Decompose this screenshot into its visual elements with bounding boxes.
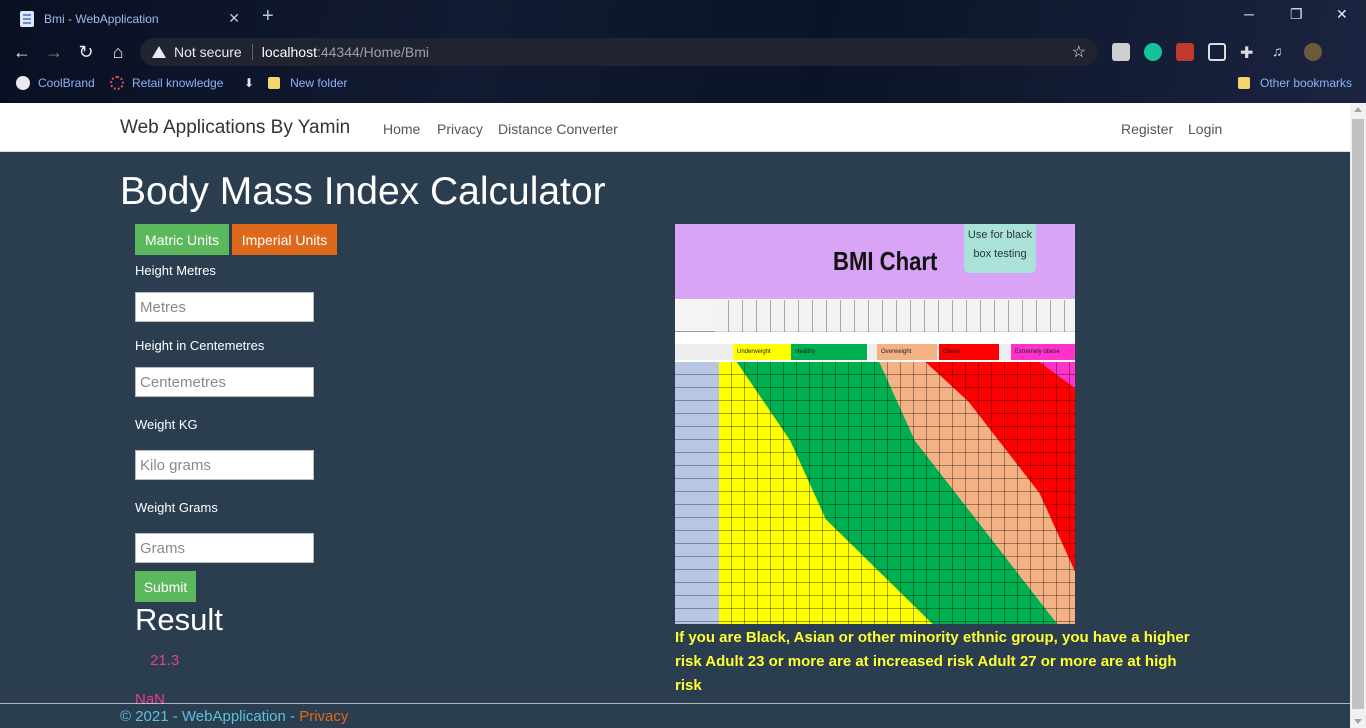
chart-note: Use for black box testing [964, 224, 1036, 273]
chart-gridlines [719, 362, 1075, 624]
book-extension-icon[interactable] [1176, 43, 1194, 61]
bookmark-label: New folder [290, 76, 348, 90]
tab-strip: Bmi - WebApplication ✕ + ─ ❐ ✕ [0, 0, 1366, 34]
gmail-extension-icon[interactable] [1112, 43, 1130, 61]
extensions-puzzle-icon[interactable]: ✚ [1240, 45, 1254, 62]
reload-icon[interactable]: ↻ [78, 42, 94, 62]
submit-button[interactable]: Submit [135, 571, 196, 602]
grammarly-extension-icon[interactable] [1144, 43, 1162, 61]
chart-table: Underweight Healthy Overweight Obese Ext… [675, 300, 1075, 624]
tab-title: Bmi - WebApplication [44, 11, 159, 26]
chart-body [675, 362, 1075, 624]
url-host: localhost [261, 44, 317, 60]
footer-privacy-link[interactable]: Privacy [299, 708, 349, 725]
page-title: Body Mass Index Calculator [120, 170, 606, 213]
bookmark-coolbrand[interactable]: CoolBrand [16, 76, 95, 90]
site-navbar: Web Applications By Yamin Home Privacy D… [0, 103, 1350, 152]
close-tab-icon[interactable]: ✕ [228, 10, 240, 26]
result-heading: Result [135, 602, 223, 637]
home-icon[interactable]: ⌂ [112, 42, 124, 62]
address-divider [251, 44, 253, 60]
bmi-result-value: 21.3 [150, 652, 180, 669]
category-row: Underweight Healthy Overweight Obese Ext… [675, 344, 1075, 360]
screenshot-extension-icon[interactable] [1208, 43, 1226, 61]
nav-login[interactable]: Login [1188, 121, 1223, 137]
browser-chrome: Bmi - WebApplication ✕ + ─ ❐ ✕ ← → ↻ ⌂ N… [0, 0, 1366, 103]
height-column [675, 362, 719, 624]
bookmark-label: Retail knowledge [132, 76, 224, 90]
security-status[interactable]: Not secure [174, 44, 242, 60]
chart-title: BMI Chart [833, 246, 938, 276]
footer-copyright: © 2021 - WebApplication - [120, 708, 300, 725]
nav-privacy[interactable]: Privacy [437, 121, 483, 137]
weight-grams-label: Weight Grams [135, 500, 218, 515]
height-metres-label: Height Metres [135, 263, 216, 278]
folder-icon [1238, 77, 1250, 89]
footer-divider [0, 703, 1350, 704]
risk-info-text: If you are Black, Asian or other minorit… [675, 629, 1190, 694]
scroll-thumb[interactable] [1352, 119, 1364, 709]
browser-tab[interactable]: Bmi - WebApplication ✕ [8, 3, 250, 34]
page-favicon-icon [20, 10, 34, 27]
retail-icon [110, 76, 124, 90]
bookmark-new-folder[interactable]: ⬇ New folder [244, 76, 347, 90]
imperial-units-button[interactable]: Imperial Units [232, 224, 337, 255]
restore-icon[interactable]: ❐ [1290, 6, 1303, 22]
weight-kg-input[interactable] [135, 450, 314, 480]
other-bookmarks[interactable]: Other bookmarks [1238, 76, 1352, 90]
category-healthy: Healthy [791, 344, 867, 360]
bmi-result-extra: NaN [135, 691, 166, 708]
height-centemetres-label: Height in Centemetres [135, 338, 265, 353]
scroll-up-icon[interactable] [1354, 107, 1362, 112]
height-metres-input[interactable] [135, 292, 314, 322]
globe-icon [16, 76, 30, 90]
category-obese: Obese [939, 344, 999, 360]
nav-home[interactable]: Home [383, 121, 421, 137]
media-control-icon[interactable]: ♫ [1272, 43, 1283, 59]
minimize-icon[interactable]: ─ [1244, 6, 1254, 22]
bookmarks-bar: CoolBrand Retail knowledge ⬇ New folder … [0, 72, 1366, 96]
navbar-brand[interactable]: Web Applications By Yamin [120, 117, 351, 138]
nav-register[interactable]: Register [1121, 121, 1174, 137]
category-extremely-obese: Extremely obese [1011, 344, 1075, 360]
profile-avatar[interactable] [1304, 43, 1322, 61]
height-centemetres-input[interactable] [135, 367, 314, 397]
page-scrollbar[interactable] [1350, 103, 1366, 728]
metric-units-button[interactable]: Matric Units [135, 224, 229, 255]
download-icon: ⬇ [244, 76, 255, 90]
new-tab-icon[interactable]: + [262, 5, 274, 27]
other-bookmarks-label: Other bookmarks [1260, 76, 1353, 90]
back-icon[interactable]: ← [13, 42, 31, 62]
weight-row [675, 300, 1075, 332]
browser-toolbar: ← → ↻ ⌂ Not secure localhost :44344/Home… [0, 34, 1366, 70]
address-bar[interactable]: Not secure localhost :44344/Home/Bmi ☆ [140, 38, 1098, 66]
bmi-chart-image: BMI Chart Use for black box testing Unde… [675, 224, 1075, 624]
nav-distance-converter[interactable]: Distance Converter [498, 121, 618, 137]
category-overweight: Overweight [877, 344, 937, 360]
folder-icon [268, 77, 281, 89]
close-window-icon[interactable]: ✕ [1336, 6, 1348, 22]
forward-icon[interactable]: → [45, 42, 63, 62]
warning-icon [152, 46, 166, 58]
url-path: :44344/Home/Bmi [316, 44, 430, 60]
bookmark-label: CoolBrand [38, 76, 95, 90]
footer: © 2021 - WebApplication - Privacy [120, 708, 348, 725]
bookmark-star-icon[interactable]: ☆ [1071, 44, 1086, 61]
category-underweight: Underweight [733, 344, 791, 360]
weight-grams-input[interactable] [135, 533, 314, 563]
scroll-down-icon[interactable] [1354, 719, 1362, 724]
weight-kg-label: Weight KG [135, 417, 198, 432]
chart-header: BMI Chart Use for black box testing [675, 224, 1075, 299]
bookmark-retail-knowledge[interactable]: Retail knowledge [110, 76, 223, 90]
